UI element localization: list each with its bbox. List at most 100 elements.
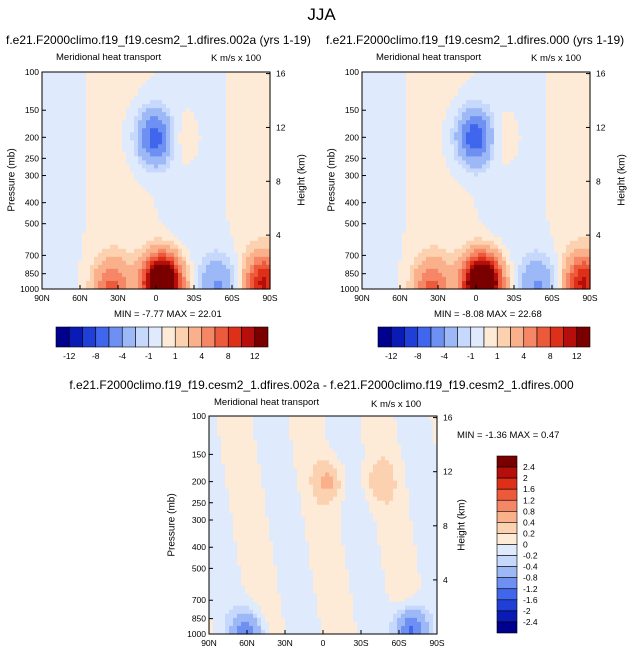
- field-cell: [174, 196, 179, 202]
- field-cell: [194, 108, 199, 113]
- field-cell: [530, 184, 535, 190]
- field-cell: [102, 280, 107, 286]
- field-cell: [62, 80, 67, 85]
- field-cell: [402, 140, 407, 145]
- field-cell: [46, 192, 51, 198]
- field-cell: [238, 108, 243, 113]
- field-cell: [94, 200, 99, 206]
- field-cell: [206, 156, 211, 162]
- field-cell: [262, 76, 267, 81]
- field-cell: [506, 112, 511, 117]
- field-cell: [406, 136, 411, 141]
- field-cell: [458, 164, 463, 170]
- field-cell: [114, 132, 119, 137]
- field-cell: [242, 188, 247, 194]
- field-cell: [254, 248, 259, 254]
- field-cell: [54, 144, 59, 149]
- field-cell: [390, 96, 395, 101]
- field-cell: [446, 192, 451, 198]
- field-cell: [62, 108, 67, 113]
- field-cell: [118, 84, 123, 89]
- field-cell: [426, 96, 431, 101]
- field-cell: [74, 268, 79, 274]
- field-cell: [522, 116, 527, 121]
- field-cell: [482, 176, 487, 182]
- field-cell: [82, 168, 87, 174]
- field-cell: [362, 120, 367, 125]
- field-cell: [78, 252, 83, 258]
- field-cell: [166, 116, 171, 121]
- field-cell: [578, 108, 583, 113]
- field-cell: [442, 96, 447, 101]
- field-cell: [58, 152, 63, 157]
- field-cell: [502, 148, 507, 153]
- field-cell: [562, 76, 567, 81]
- field-cell: [566, 112, 571, 117]
- field-cell: [218, 88, 223, 93]
- field-cell: [582, 180, 587, 186]
- field-cell: [242, 120, 247, 125]
- field-cell: [90, 88, 95, 93]
- field-cell: [130, 88, 135, 93]
- field-cell: [514, 96, 519, 101]
- field-cell: [214, 76, 219, 81]
- field-cell: [454, 160, 459, 166]
- field-cell: [586, 124, 591, 129]
- field-cell: [210, 256, 215, 262]
- field-cell: [142, 228, 147, 234]
- field-cell: [534, 72, 539, 77]
- field-cell: [390, 176, 395, 182]
- field-cell: [438, 184, 443, 190]
- field-cell: [158, 284, 163, 290]
- field-cell: [482, 88, 487, 93]
- field-cell: [70, 240, 75, 246]
- field-cell: [538, 104, 543, 109]
- field-cell: [126, 96, 131, 101]
- field-cell: [150, 200, 155, 206]
- field-cell: [214, 248, 219, 254]
- field-cell: [186, 236, 191, 242]
- field-cell: [234, 96, 239, 101]
- field-cell: [170, 80, 175, 85]
- field-cell: [150, 164, 155, 170]
- field-cell: [126, 100, 131, 105]
- field-cell: [574, 148, 579, 153]
- field-cell: [142, 124, 147, 129]
- field-cell: [210, 276, 215, 282]
- field-cell: [126, 264, 131, 270]
- field-cell: [550, 156, 555, 162]
- field-cell: [166, 160, 171, 166]
- field-cell: [62, 220, 67, 226]
- field-cell: [570, 184, 575, 190]
- field-cell: [126, 236, 131, 242]
- panel-2-right-label: K m/s x 100: [531, 53, 582, 64]
- field-cell: [566, 88, 571, 93]
- field-cell: [222, 176, 227, 182]
- field-cell: [58, 280, 63, 286]
- field-cell: [254, 152, 259, 157]
- field-cell: [198, 104, 203, 109]
- field-cell: [230, 228, 235, 234]
- field-cell: [42, 92, 47, 97]
- field-cell: [42, 160, 47, 166]
- field-cell: [110, 208, 115, 214]
- field-cell: [234, 124, 239, 129]
- field-cell: [438, 120, 443, 125]
- field-cell: [98, 180, 103, 186]
- field-cell: [510, 72, 515, 77]
- field-cell: [54, 140, 59, 145]
- field-cell: [130, 156, 135, 162]
- field-cell: [46, 260, 51, 266]
- field-cell: [106, 264, 111, 270]
- field-cell: [494, 96, 499, 101]
- field-cell: [142, 204, 147, 210]
- field-cell: [370, 188, 375, 194]
- field-cell: [98, 96, 103, 101]
- field-cell: [42, 188, 47, 194]
- field-cell: [90, 208, 95, 214]
- field-cell: [262, 92, 267, 97]
- field-cell: [438, 88, 443, 93]
- field-cell: [114, 120, 119, 125]
- field-cell: [554, 140, 559, 145]
- field-cell: [518, 192, 523, 198]
